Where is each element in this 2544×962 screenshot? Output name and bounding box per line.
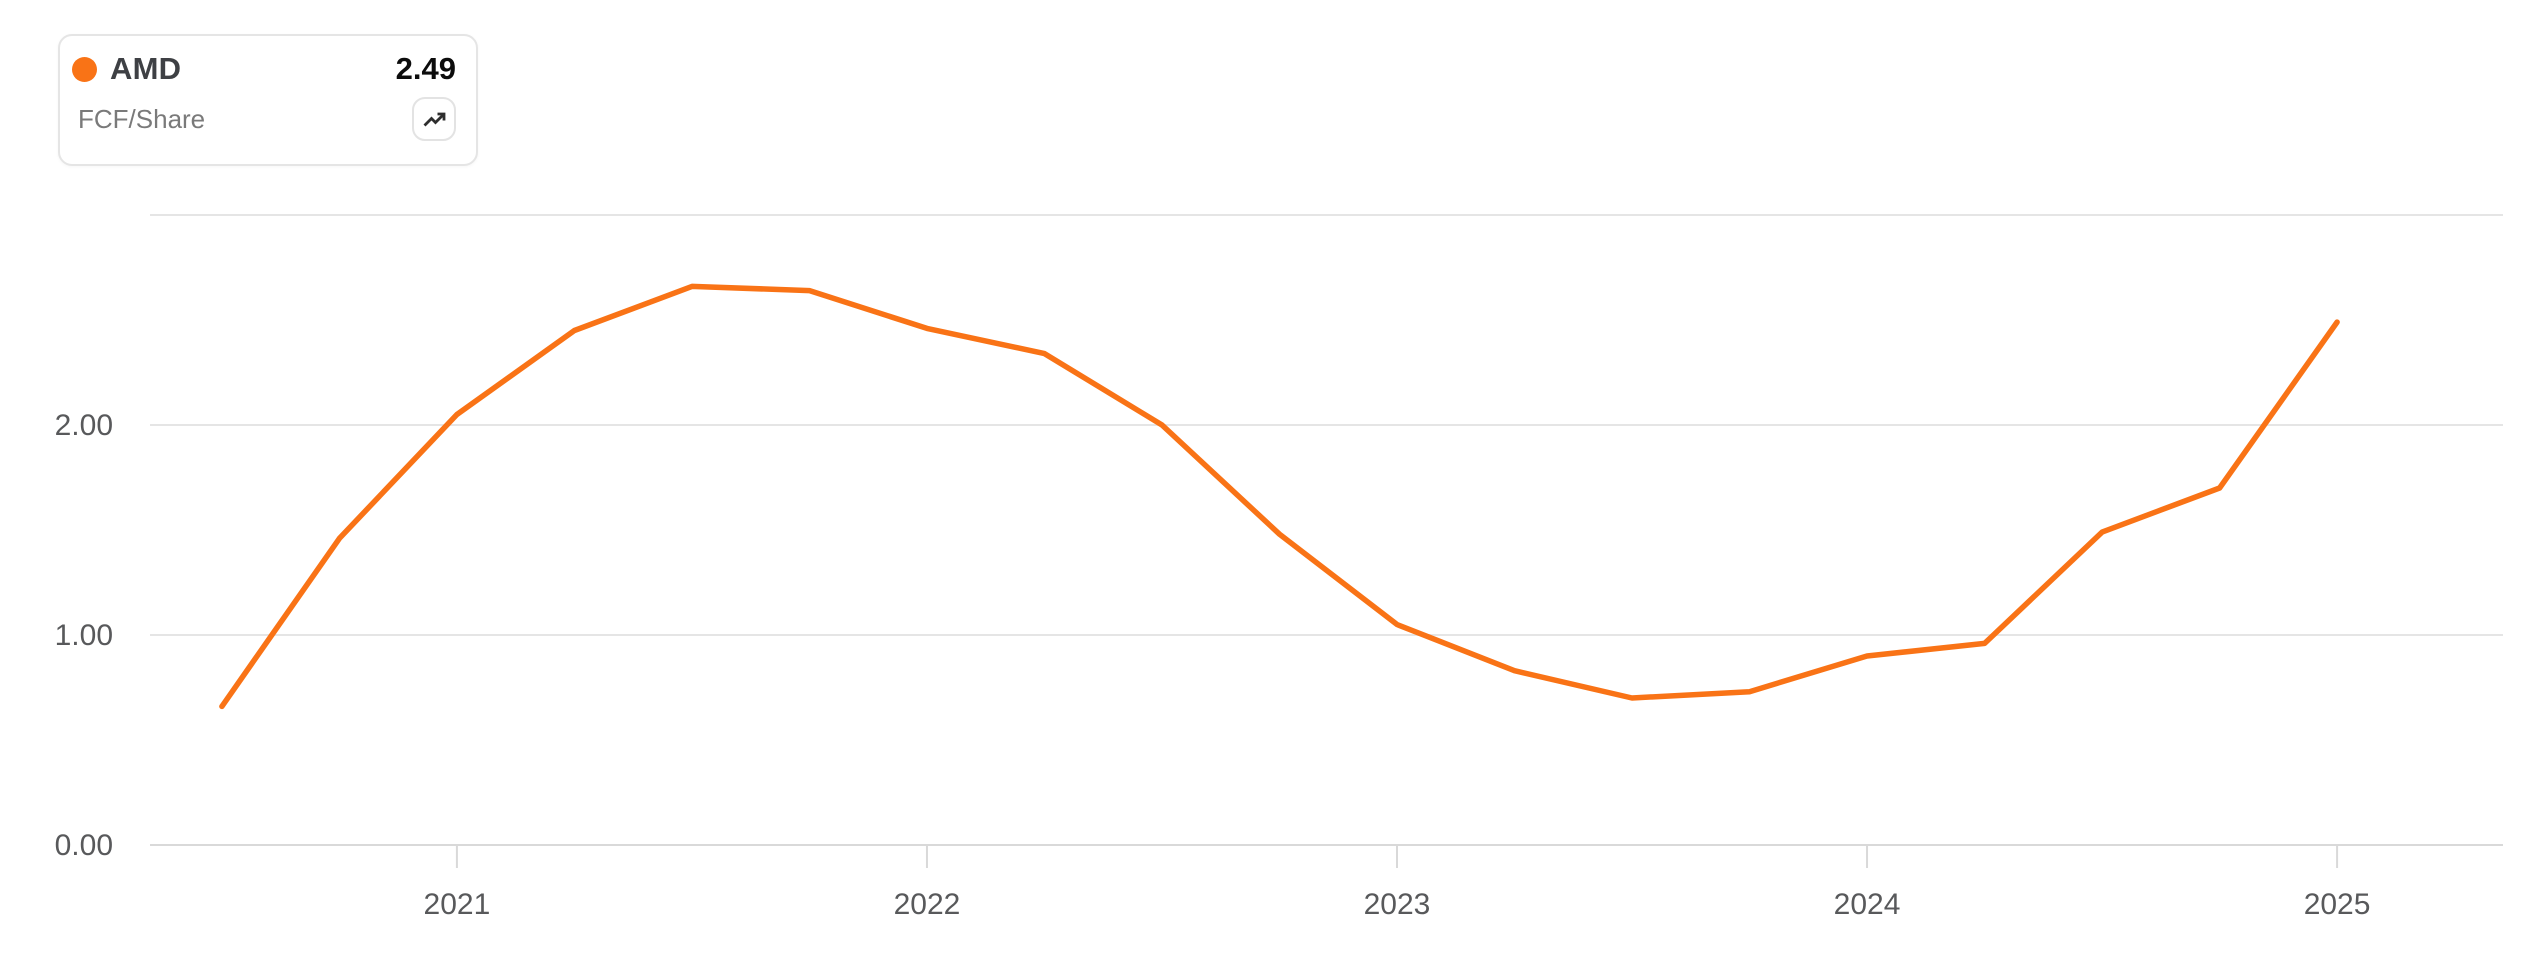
y-tick-label-1.00: 1.00 <box>55 619 113 652</box>
x-tick-label-2022: 2022 <box>894 888 961 921</box>
latest-value: 2.49 <box>395 51 456 86</box>
y-tick-label-2.00: 2.00 <box>55 409 113 442</box>
legend-row-metric: FCF/Share <box>72 97 456 141</box>
legend-card: AMD 2.49 FCF/Share <box>58 34 478 166</box>
ticker-label: AMD <box>110 51 182 86</box>
x-tick-label-2023: 2023 <box>1364 888 1431 921</box>
x-tick-label-2025: 2025 <box>2304 888 2371 921</box>
legend-row-ticker: AMD 2.49 <box>72 51 456 86</box>
y-tick-label-0.00: 0.00 <box>55 829 113 862</box>
x-tick-label-2021: 2021 <box>424 888 491 921</box>
x-tick-label-2024: 2024 <box>1834 888 1901 921</box>
chart-type-button[interactable] <box>412 97 456 141</box>
series-line-AMD <box>219 283 2340 710</box>
trending-up-icon <box>421 106 448 133</box>
series-color-dot <box>72 56 97 82</box>
metric-label: FCF/Share <box>78 103 206 134</box>
